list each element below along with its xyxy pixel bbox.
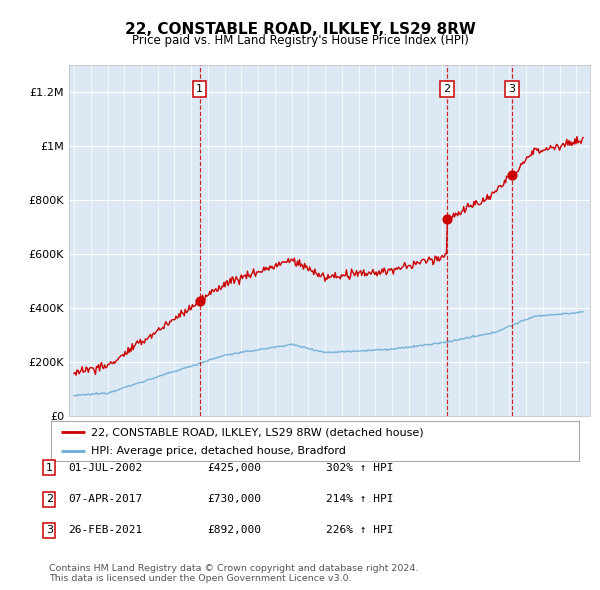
Text: Contains HM Land Registry data © Crown copyright and database right 2024.
This d: Contains HM Land Registry data © Crown c… xyxy=(49,563,419,583)
Text: 1: 1 xyxy=(46,463,53,473)
Text: HPI: Average price, detached house, Bradford: HPI: Average price, detached house, Brad… xyxy=(91,447,346,456)
Text: £425,000: £425,000 xyxy=(207,463,261,473)
Text: 2: 2 xyxy=(443,84,451,94)
Text: 3: 3 xyxy=(46,526,53,535)
Text: 3: 3 xyxy=(508,84,515,94)
Text: Price paid vs. HM Land Registry's House Price Index (HPI): Price paid vs. HM Land Registry's House … xyxy=(131,34,469,47)
Text: 302% ↑ HPI: 302% ↑ HPI xyxy=(326,463,394,473)
Text: 214% ↑ HPI: 214% ↑ HPI xyxy=(326,494,394,504)
Text: 1: 1 xyxy=(196,84,203,94)
Point xyxy=(195,296,205,306)
Text: 07-APR-2017: 07-APR-2017 xyxy=(68,494,142,504)
Point xyxy=(442,214,452,224)
Text: £730,000: £730,000 xyxy=(207,494,261,504)
Text: 2: 2 xyxy=(46,494,53,504)
Text: 26-FEB-2021: 26-FEB-2021 xyxy=(68,526,142,535)
Text: 226% ↑ HPI: 226% ↑ HPI xyxy=(326,526,394,535)
Text: 22, CONSTABLE ROAD, ILKLEY, LS29 8RW (detached house): 22, CONSTABLE ROAD, ILKLEY, LS29 8RW (de… xyxy=(91,427,423,437)
Text: 01-JUL-2002: 01-JUL-2002 xyxy=(68,463,142,473)
Text: 22, CONSTABLE ROAD, ILKLEY, LS29 8RW: 22, CONSTABLE ROAD, ILKLEY, LS29 8RW xyxy=(125,22,475,37)
Point xyxy=(507,171,517,180)
Text: £892,000: £892,000 xyxy=(207,526,261,535)
